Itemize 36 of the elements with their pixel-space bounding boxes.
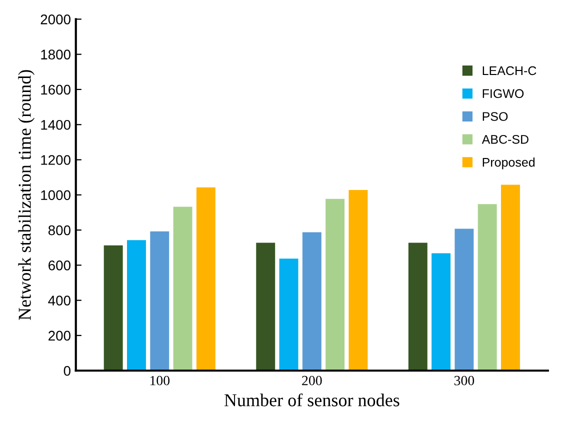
y-tick-label: 1600 (41, 84, 70, 95)
x-tick-label: 300 (454, 376, 474, 386)
x-tick-label: 200 (302, 376, 322, 386)
bar (126, 239, 147, 371)
y-tick-label: 400 (48, 296, 70, 306)
y-tick-label: 1800 (41, 50, 70, 60)
legend-label: PSO (482, 112, 508, 121)
bar (172, 206, 194, 371)
bar (430, 252, 452, 371)
bar (302, 231, 322, 371)
y-tick-label: 800 (48, 225, 70, 236)
y-axis-title: Network stabilization time (round) (18, 70, 35, 320)
bar (324, 198, 346, 371)
y-tick-label: 1200 (41, 155, 70, 165)
bar (103, 244, 124, 371)
legend-label: Proposed (482, 158, 535, 170)
y-tick-label: 1000 (41, 190, 70, 200)
bar (278, 258, 300, 371)
legend-label: ABC-SD (482, 134, 528, 144)
bar (408, 242, 428, 371)
bar (255, 242, 276, 371)
y-tick-label: 2000 (40, 14, 70, 24)
y-tick-label: 600 (48, 260, 70, 270)
legend-label: FIGWO (482, 89, 524, 98)
x-axis-title: Number of sensor nodes (224, 393, 400, 406)
bar (348, 189, 369, 371)
bar (454, 228, 475, 371)
bar (500, 184, 521, 371)
bar (149, 230, 170, 371)
x-tick-label: 100 (150, 376, 170, 386)
legend-label: LEACH-C (482, 66, 536, 76)
y-tick-label: 0 (64, 366, 70, 376)
y-tick-label: 1400 (41, 120, 70, 130)
bar (477, 203, 498, 371)
y-tick-label: 200 (48, 330, 70, 341)
bar (196, 186, 216, 371)
